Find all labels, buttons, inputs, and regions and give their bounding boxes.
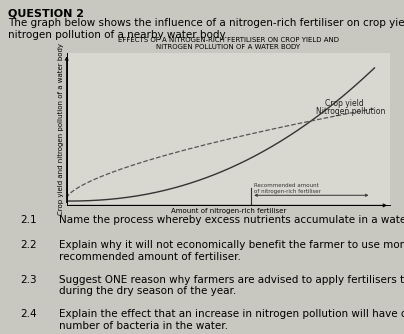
Text: 2.4: 2.4 xyxy=(20,309,37,319)
Text: 2.3: 2.3 xyxy=(20,275,37,285)
Text: 2.2: 2.2 xyxy=(20,240,37,250)
Text: Suggest ONE reason why farmers are advised to apply fertilisers to the soil
duri: Suggest ONE reason why farmers are advis… xyxy=(59,275,404,297)
Text: Name the process whereby excess nutrients accumulate in a water body.: Name the process whereby excess nutrient… xyxy=(59,215,404,225)
Title: EFFECTS OF A NITROGEN-RICH FERTILISER ON CROP YIELD AND
NITROGEN POLLUTION OF A : EFFECTS OF A NITROGEN-RICH FERTILISER ON… xyxy=(118,37,339,50)
Text: Crop yield: Crop yield xyxy=(325,100,364,109)
Text: Explain the effect that an increase in nitrogen pollution will have on the
numbe: Explain the effect that an increase in n… xyxy=(59,309,404,331)
Text: The graph below shows the influence of a nitrogen-rich fertiliser on crop yield : The graph below shows the influence of a… xyxy=(8,18,404,40)
Y-axis label: Crop yield and nitrogen pollution of a water body: Crop yield and nitrogen pollution of a w… xyxy=(58,43,64,215)
X-axis label: Amount of nitrogen-rich fertiliser: Amount of nitrogen-rich fertiliser xyxy=(170,208,286,214)
Text: Explain why it will not economically benefit the farmer to use more than the
rec: Explain why it will not economically ben… xyxy=(59,240,404,262)
Text: QUESTION 2: QUESTION 2 xyxy=(8,8,84,18)
Text: 2.1: 2.1 xyxy=(20,215,37,225)
Text: Nitrogen pollution: Nitrogen pollution xyxy=(316,107,385,116)
Text: Recommended amount
of nitrogen-rich fertiliser: Recommended amount of nitrogen-rich fert… xyxy=(255,183,321,194)
